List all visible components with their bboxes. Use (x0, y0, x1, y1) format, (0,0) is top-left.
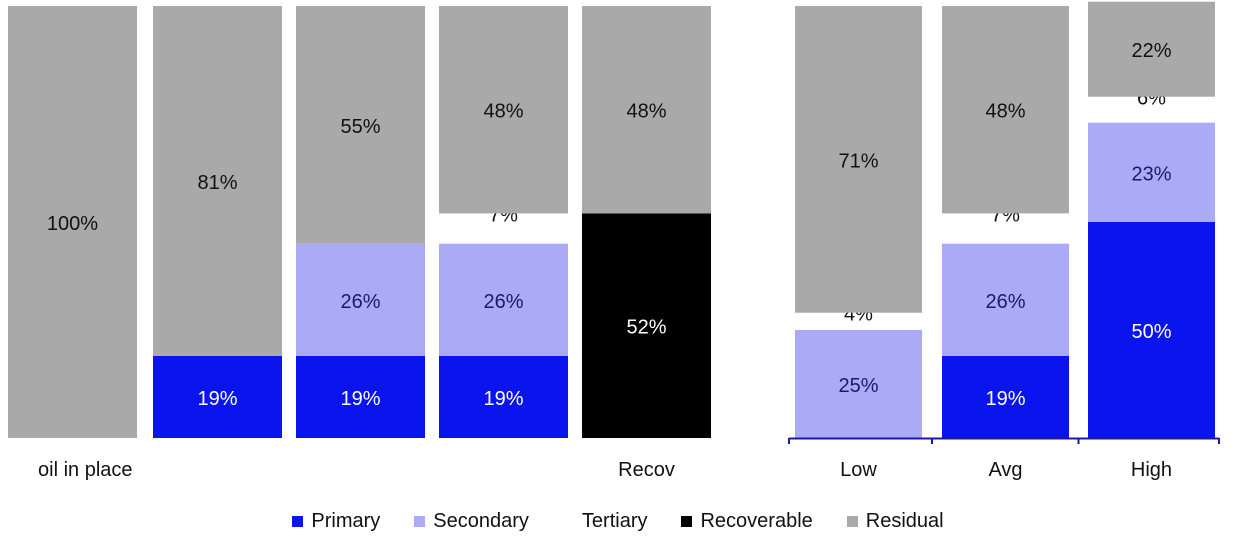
bar-segment-tertiary (1088, 96, 1215, 123)
legend-label-primary: Primary (311, 510, 381, 532)
bar-segment-residual (153, 6, 282, 356)
data-label-recoverable: 52% (626, 317, 666, 339)
bar-segment-primary (296, 355, 425, 438)
data-label-primary: 19% (197, 388, 237, 410)
data-label-primary: 19% (985, 388, 1025, 410)
bar-segment-residual (582, 6, 711, 214)
bar-segment-residual (942, 6, 1069, 214)
legend-item-recoverable: Recoverable (681, 510, 813, 533)
legend-swatch-residual (846, 516, 858, 527)
bar-segment-tertiary (439, 213, 568, 244)
bar-segment-primary (153, 355, 282, 438)
legend-swatch-secondary (414, 516, 426, 527)
data-label-residual: 48% (985, 101, 1025, 123)
bar-segment-tertiary (942, 213, 1069, 244)
bar-segment-secondary (296, 243, 425, 356)
bar-segment-residual (795, 6, 922, 313)
data-label-secondary: 26% (483, 291, 523, 313)
data-label-primary: 19% (340, 388, 380, 410)
bar-segment-recoverable (582, 213, 711, 438)
data-label-secondary: 26% (340, 291, 380, 313)
legend-item-residual: Residual (846, 510, 944, 533)
bar-segment-residual (1088, 1, 1215, 97)
chart-1: 100%oil in place19%81%19%26%55%19%26%7%4… (8, 6, 711, 481)
data-label-residual: 100% (47, 213, 98, 235)
legend-label-residual: Residual (865, 510, 944, 532)
legend-label-tertiary: Tertiary (581, 510, 648, 532)
legend-label-recoverable: Recoverable (700, 510, 813, 532)
data-label-residual: 71% (838, 150, 878, 172)
data-label-secondary: 26% (985, 291, 1025, 313)
data-label-residual: 48% (483, 101, 523, 123)
bar-segment-primary (439, 355, 568, 438)
category-label: oil in place (38, 459, 133, 481)
stacked-bar-charts: 100%oil in place19%81%19%26%55%19%26%7%4… (8, 1, 1220, 481)
bar-segment-primary (1088, 222, 1215, 438)
data-label-secondary: 23% (1131, 163, 1171, 185)
bar-segment-tertiary (795, 312, 922, 330)
data-label-primary: 19% (483, 388, 523, 410)
data-label-residual: 22% (1131, 40, 1171, 62)
legend: Primary Secondary Tertiary Recoverable R… (0, 510, 1236, 533)
bar-segment-residual (296, 6, 425, 244)
bar-segment-secondary (795, 330, 922, 438)
legend-label-secondary: Secondary (433, 510, 529, 532)
bar-segment-secondary (942, 243, 1069, 356)
legend-swatch-tertiary (562, 516, 574, 527)
category-label: Low (840, 459, 877, 481)
data-label-primary: 50% (1131, 321, 1171, 343)
data-label-residual: 48% (626, 101, 666, 123)
legend-swatch-recoverable (681, 516, 693, 527)
data-label-secondary: 25% (838, 375, 878, 397)
bar-segment-secondary (439, 243, 568, 356)
data-label-residual: 55% (340, 116, 380, 138)
legend-item-tertiary: Tertiary (562, 510, 648, 533)
data-label-residual: 81% (197, 172, 237, 194)
legend-item-primary: Primary (292, 510, 380, 533)
category-label: High (1131, 459, 1172, 481)
category-label: Avg (988, 459, 1022, 481)
bar-segment-primary (942, 355, 1069, 438)
bar-segment-residual (439, 6, 568, 214)
legend-swatch-primary (292, 516, 304, 527)
bar-segment-secondary (1088, 122, 1215, 222)
bar-segment-residual (8, 6, 137, 438)
category-label: Recov (618, 459, 675, 481)
legend-item-secondary: Secondary (414, 510, 529, 533)
